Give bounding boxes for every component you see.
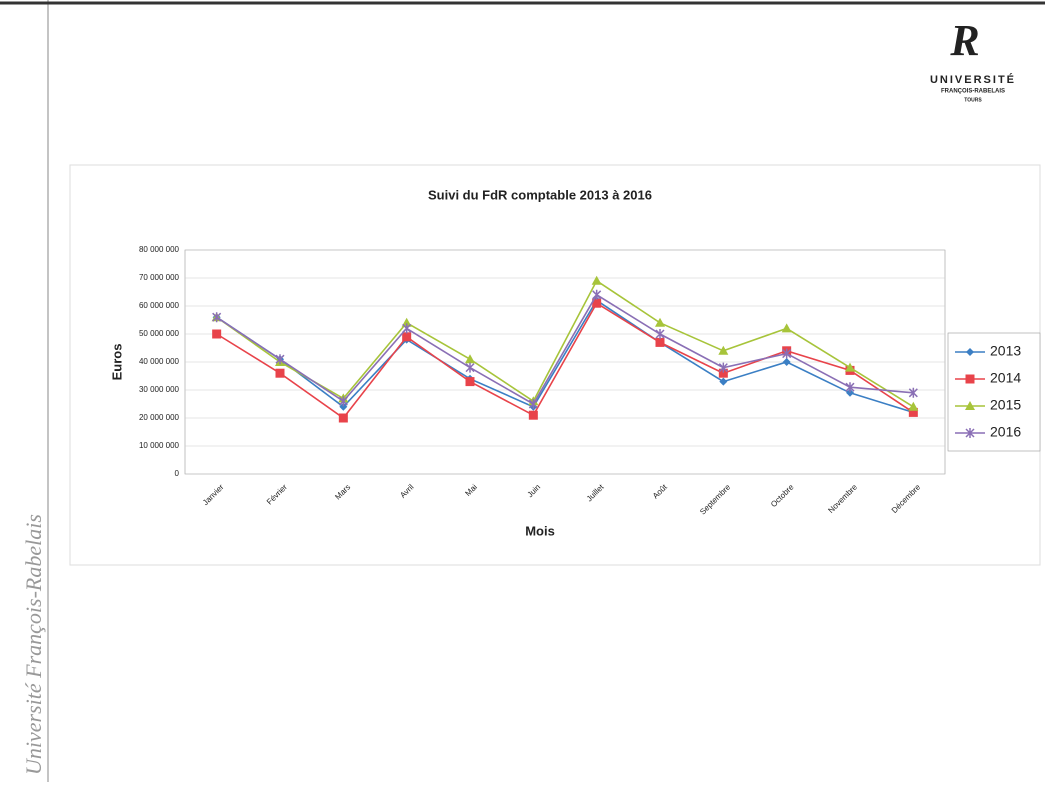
marker: [781, 323, 792, 333]
marker: [339, 402, 348, 411]
marker: [465, 377, 475, 387]
marker: [591, 275, 602, 285]
marker: [718, 345, 729, 355]
series-line: [216, 299, 914, 414]
marker: [655, 337, 665, 347]
marker: [908, 387, 918, 398]
marker: [338, 396, 348, 407]
legend-label: 2015: [990, 397, 1021, 413]
series-line: [216, 302, 914, 420]
marker: [782, 348, 792, 359]
y-tick-label: 80 000 000: [139, 245, 180, 254]
marker: [846, 388, 854, 397]
marker: [212, 312, 222, 323]
marker: [592, 298, 602, 308]
y-tick-label: 70 000 000: [139, 273, 180, 282]
legend-label: 2016: [990, 424, 1021, 440]
marker: [592, 289, 602, 300]
y-tick-label: 20 000 000: [139, 413, 180, 422]
y-tick-label: 0: [175, 469, 180, 478]
y-tick-label: 60 000 000: [139, 301, 180, 310]
marker: [965, 401, 975, 410]
sidebar-text: Université François-Rabelais: [21, 514, 46, 775]
marker: [338, 413, 348, 423]
marker: [401, 317, 412, 327]
y-tick-label: 50 000 000: [139, 329, 180, 338]
marker: [965, 428, 975, 438]
marker: [528, 399, 538, 409]
y-tick-label: 30 000 000: [139, 385, 180, 394]
marker: [528, 410, 538, 420]
legend-label: 2014: [990, 370, 1021, 386]
marker: [465, 362, 475, 373]
marker: [782, 358, 791, 366]
legend-label: 2013: [990, 343, 1021, 359]
marker: [402, 323, 412, 334]
marker: [845, 382, 855, 393]
y-tick-label: 40 000 000: [139, 357, 180, 366]
y-axis-label: Euros: [109, 344, 124, 381]
marker: [719, 377, 728, 386]
marker: [965, 374, 975, 384]
chart-title: Suivi du FdR comptable 2013 à 2016: [428, 187, 652, 202]
logo-mark: R: [949, 16, 979, 65]
marker: [655, 317, 665, 327]
series-line: [216, 279, 914, 408]
marker: [718, 368, 728, 378]
marker: [718, 362, 728, 373]
logo-name: UNIVERSITÉ: [930, 73, 1016, 86]
series-line: [216, 293, 914, 406]
marker: [908, 407, 918, 417]
marker: [845, 362, 855, 372]
marker: [275, 354, 285, 365]
marker: [212, 329, 222, 339]
marker: [908, 401, 919, 411]
x-axis-label: Mois: [525, 523, 555, 538]
marker: [275, 368, 285, 378]
y-tick-label: 10 000 000: [139, 441, 180, 450]
marker: [465, 354, 475, 364]
marker: [966, 348, 974, 356]
logo-subname: FRANÇOIS-RABELAIS: [941, 89, 1005, 95]
marker: [655, 329, 665, 339]
logo-city: TOURS: [964, 97, 982, 103]
marker: [402, 332, 412, 342]
